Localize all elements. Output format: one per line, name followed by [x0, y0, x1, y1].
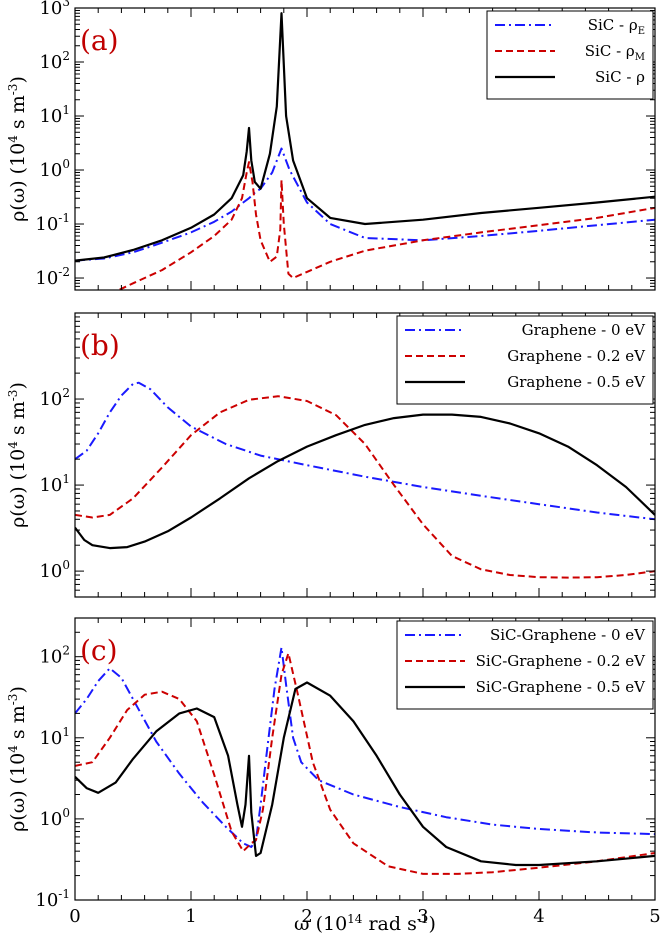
- y-tick-label: 101: [39, 103, 70, 127]
- legend-label: SiC - ρE: [588, 16, 645, 37]
- panel-tag: (c): [80, 634, 118, 667]
- panel-tag: (b): [80, 329, 120, 362]
- x-tick-label: 0: [69, 906, 80, 927]
- plot-frame: [74, 7, 656, 291]
- series-line-1: [75, 147, 655, 262]
- plot-frame: [74, 617, 656, 901]
- legend-label: SiC-Graphene - 0 eV: [490, 626, 646, 644]
- y-tick-label: 100: [39, 558, 70, 582]
- y-axis-label: ρ(ω) (104 s m-3): [6, 76, 29, 222]
- chart-panel-3: 0 1 2 3 4 5 10-1 100 101 102 ρ(ω) (104 s m-3) (c) Si…: [6, 617, 660, 927]
- y-axis-label: ρ(ω) (104 s m-3): [6, 382, 29, 528]
- y-tick-label: 10-1: [35, 211, 70, 235]
- legend-label: SiC - ρM: [585, 42, 645, 63]
- y-tick-label: 100: [39, 157, 70, 181]
- panel-tag: (a): [80, 24, 119, 57]
- legend-label: Graphene - 0.5 eV: [507, 373, 646, 391]
- y-tick-label: 102: [39, 386, 70, 410]
- y-tick-label: 100: [39, 806, 70, 830]
- series-line-3: [75, 12, 655, 262]
- x-tick-label: 3: [417, 906, 428, 927]
- y-tick-label: 103: [39, 0, 70, 19]
- x-tick-label: 2: [301, 906, 312, 927]
- series-line-1: [75, 646, 655, 848]
- x-axis-label: ω (1014 rad s-1): [294, 912, 436, 935]
- chart-panel-1: 10-2 10-1 100 101 102 103 ρ(ω) (104 s m-3) (a) S…: [6, 0, 656, 291]
- legend-label: SiC-Graphene - 0.5 eV: [476, 678, 646, 696]
- y-tick-label: 101: [39, 472, 70, 496]
- legend-label: Graphene - 0 eV: [522, 321, 647, 339]
- y-tick-label: 10-1: [35, 887, 70, 911]
- series-line-2: [116, 161, 655, 290]
- legend: [486, 10, 654, 100]
- y-axis-label: ρ(ω) (104 s m-3): [6, 686, 29, 832]
- y-tick-label: 10-2: [35, 265, 70, 289]
- y-tick-label: 102: [39, 49, 70, 73]
- y-tick-label: 101: [39, 725, 70, 749]
- legend-label: Graphene - 0.2 eV: [507, 347, 646, 365]
- chart-panel-2: 100 101 102 ρ(ω) (104 s m-3) (b) Graphene - 0…: [6, 312, 656, 598]
- legend-label: SiC - ρ: [595, 68, 645, 86]
- x-tick-label: 5: [649, 906, 660, 927]
- series-line-2: [75, 395, 655, 579]
- x-tick-label: 1: [185, 906, 196, 927]
- x-tick-label: 4: [533, 906, 544, 927]
- y-tick-label: 102: [39, 644, 70, 668]
- series-line-3: [75, 681, 655, 867]
- plot-frame: [74, 312, 656, 598]
- series-line-3: [75, 413, 655, 550]
- legend-label: SiC-Graphene - 0.2 eV: [476, 652, 646, 670]
- series-line-2: [75, 652, 655, 875]
